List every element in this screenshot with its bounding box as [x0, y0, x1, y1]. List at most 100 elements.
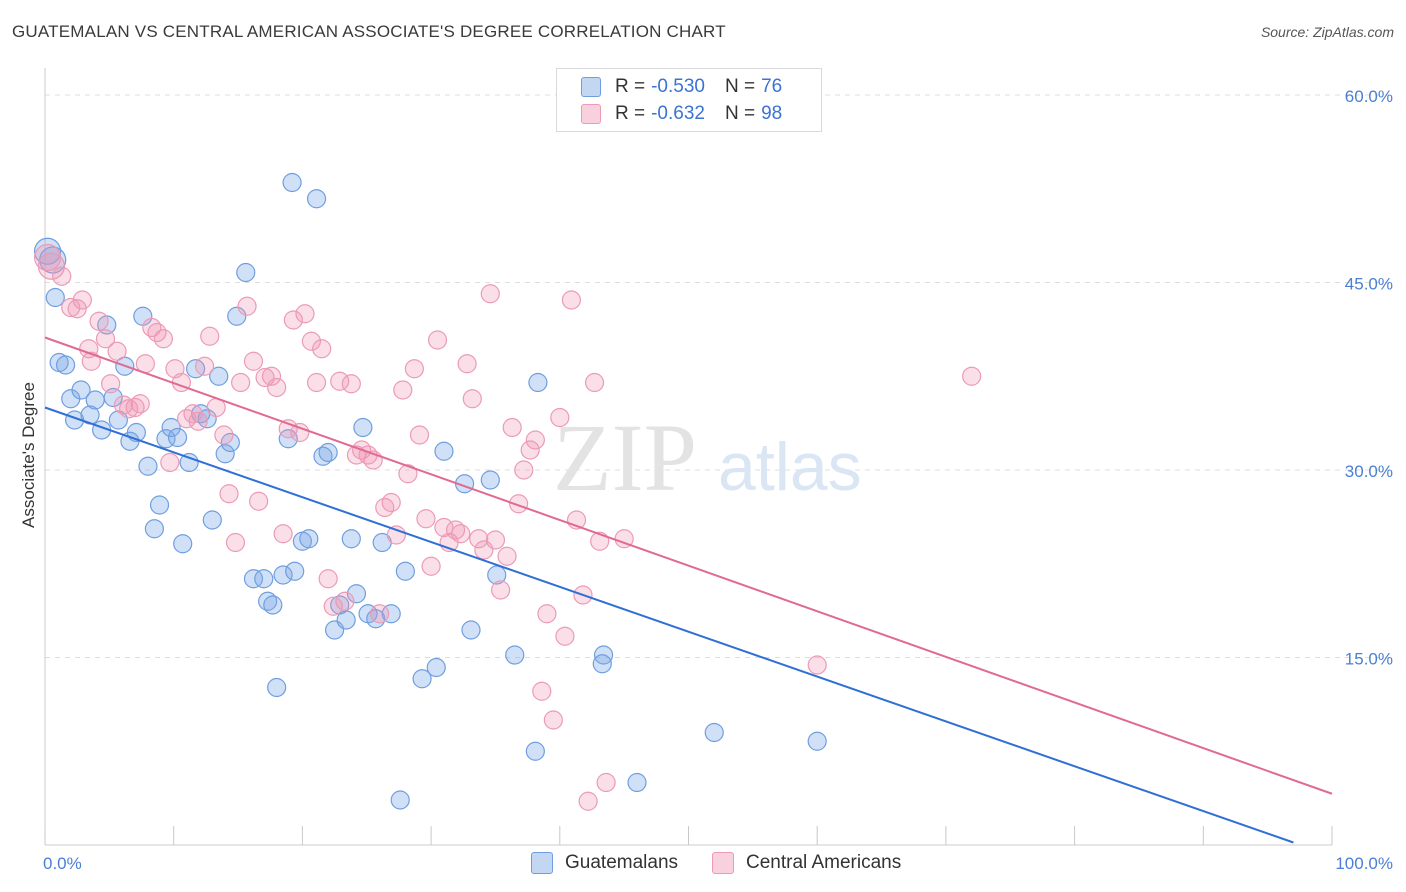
data-point — [336, 610, 356, 630]
data-point — [525, 430, 545, 450]
data-point — [283, 310, 303, 330]
data-point — [231, 372, 251, 393]
data-point — [219, 484, 239, 504]
data-point — [176, 409, 197, 429]
data-point — [273, 565, 293, 585]
data-point — [393, 380, 413, 400]
data-point — [451, 524, 471, 544]
data-point — [71, 380, 91, 400]
data-point — [52, 266, 72, 286]
data-point — [45, 287, 65, 308]
data-point — [550, 407, 570, 428]
data-point — [434, 441, 454, 461]
data-point — [173, 534, 193, 554]
data-point — [395, 561, 415, 581]
data-point — [243, 569, 264, 589]
legend-n-label: N = — [724, 76, 756, 97]
legend-n-value: 76 — [761, 76, 783, 97]
data-point — [487, 565, 507, 585]
data-point — [295, 304, 315, 324]
legend-row-central-americans: R = -0.632 N = 98 — [581, 102, 782, 126]
legend-swatch-blue — [581, 77, 601, 97]
legend: R = -0.530 N = 76 R = -0.632 N = 98 — [556, 68, 822, 132]
data-point — [273, 524, 293, 544]
y-axis-label: Associate's Degree — [19, 382, 38, 528]
data-point — [301, 331, 322, 351]
x-tick-label: 0.0% — [43, 854, 82, 873]
data-point — [426, 657, 446, 678]
data-point — [81, 351, 101, 371]
data-point — [225, 532, 246, 553]
bottom-legend: Guatemalans Central Americans — [0, 852, 1406, 878]
data-point — [627, 772, 647, 793]
data-point — [398, 464, 418, 484]
data-point — [341, 374, 361, 394]
data-point — [215, 444, 235, 464]
data-point — [188, 411, 208, 431]
data-point — [505, 645, 525, 665]
data-point — [160, 452, 180, 473]
data-point — [153, 329, 174, 349]
data-point — [416, 509, 436, 529]
legend-r-label: R = — [615, 103, 646, 124]
data-point — [445, 520, 466, 540]
y-tick-label: 45.0% — [1345, 275, 1393, 294]
y-tick-label: 15.0% — [1345, 650, 1393, 669]
data-point — [167, 427, 188, 448]
data-point — [209, 366, 229, 386]
data-point — [457, 354, 477, 374]
data-point — [236, 262, 256, 283]
data-point — [543, 710, 563, 730]
data-point — [409, 425, 430, 445]
data-point — [220, 432, 240, 453]
data-point — [323, 596, 343, 616]
data-point — [485, 530, 506, 550]
data-point — [278, 429, 298, 449]
data-point — [390, 790, 410, 810]
data-point — [214, 425, 234, 445]
data-point — [404, 359, 424, 379]
data-point — [532, 681, 552, 701]
series-central-americans — [33, 243, 982, 811]
data-point — [578, 791, 598, 811]
data-point — [462, 389, 482, 409]
data-point — [200, 326, 220, 346]
legend-r-value: -0.632 — [651, 103, 705, 124]
data-point — [113, 395, 134, 415]
data-point — [107, 341, 127, 361]
data-point — [312, 339, 332, 359]
data-point — [375, 497, 395, 518]
data-point — [138, 456, 158, 476]
data-point — [254, 569, 274, 589]
data-point — [306, 189, 327, 209]
data-point — [313, 446, 333, 466]
data-point — [525, 741, 545, 761]
data-point — [227, 306, 247, 326]
legend-r-value: -0.530 — [651, 76, 705, 97]
bottom-legend-central-americans: Central Americans — [712, 852, 901, 874]
data-point — [381, 604, 401, 624]
data-point — [807, 731, 827, 751]
data-point — [502, 417, 522, 438]
data-point — [243, 351, 264, 371]
axes — [44, 68, 1333, 846]
legend-n-label: N = — [724, 103, 756, 124]
bottom-legend-swatch-blue — [531, 852, 553, 874]
data-point — [72, 290, 92, 310]
trend-lines — [44, 336, 1333, 844]
data-point — [353, 417, 373, 438]
data-point — [528, 372, 548, 393]
chart-title: GUATEMALAN VS CENTRAL AMERICAN ASSOCIATE… — [12, 22, 726, 41]
watermark-atlas: atlas — [718, 429, 862, 505]
data-point — [144, 519, 164, 539]
data-point — [267, 377, 287, 398]
trend-line — [44, 336, 1333, 795]
data-point — [370, 604, 390, 624]
data-point — [61, 297, 81, 318]
data-point — [79, 339, 99, 359]
data-point — [509, 494, 529, 514]
data-point — [584, 372, 605, 393]
data-point — [434, 517, 454, 538]
data-point — [89, 311, 109, 331]
data-point — [202, 510, 222, 530]
